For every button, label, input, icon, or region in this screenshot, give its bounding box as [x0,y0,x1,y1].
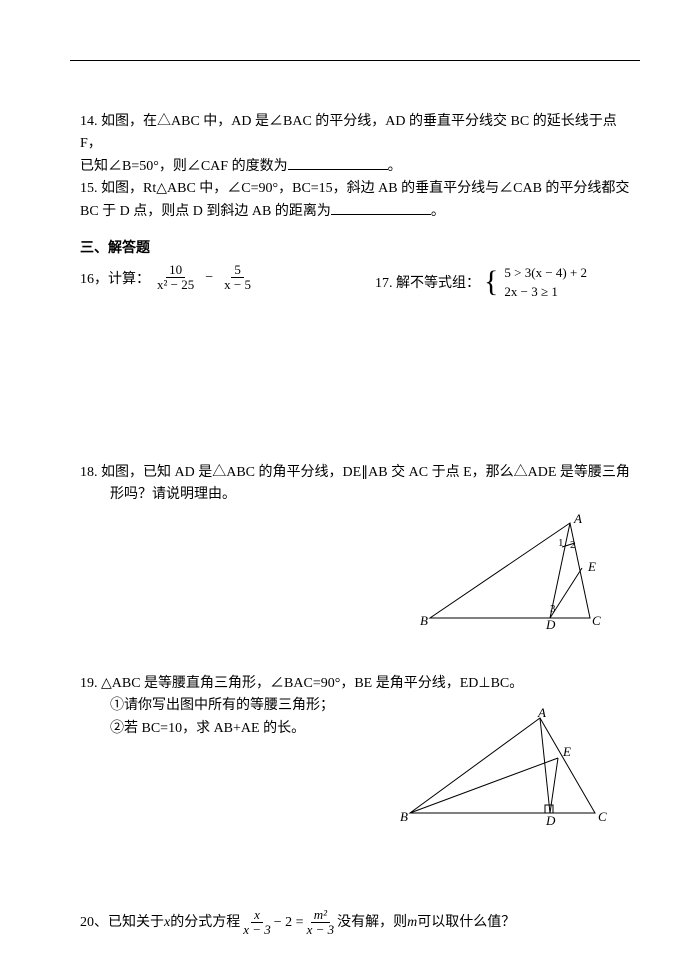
q19-D: D [545,813,556,828]
q15-l2b: 。 [431,204,445,219]
spacer1 [80,302,630,462]
q18-line1: 18. 如图，已知 AD 是△ABC 的角平分线，DE∥AB 交 AC 于点 E… [80,462,630,484]
q18-A: A [573,513,582,526]
q18-3: 3 [550,603,556,615]
q14-blank [288,156,388,170]
q19-svg: A B C D E [390,708,610,828]
q18: 18. 如图，已知 AD 是△ABC 的角平分线，DE∥AB 交 AC 于点 E… [80,462,630,633]
q20-frac2: m² x − 3 [304,908,338,938]
q16-frac1: 10 x² − 25 [154,263,197,293]
q18-E: E [587,559,596,574]
q16-den2: x − 5 [221,278,254,292]
q18-B: B [420,613,428,628]
spacer3 [80,828,630,908]
q17-brace: { [484,267,498,297]
q14-line1: 14. 如图，在△ABC 中，AD 是∠BAC 的平分线，AD 的垂直平分线交 … [80,111,630,156]
q15-l2a: BC 于 D 点，则点 D 到斜边 AB 的距离为 [80,204,331,219]
q16-frac2: 5 x − 5 [221,263,254,293]
q17-system: 5 > 3(x − 4) + 2 2x − 3 ≥ 1 [504,263,587,302]
spacer2 [80,633,630,673]
q18-1: 1 [558,537,564,549]
q20-fd1: x − 3 [240,923,274,937]
q20-fd2: x − 3 [304,923,338,937]
q18-svg: A B C D E 1 2 3 [410,513,610,633]
q19-B: B [400,809,408,824]
q20-m2: − 2 = [274,912,304,934]
q16-den1: x² − 25 [154,278,197,292]
q18-2: 2 [570,539,576,551]
q14-line2: 已知∠B=50°，则∠CAF 的度数为 。 [80,156,630,178]
q20-mid2: 没有解，则 [337,912,407,934]
q17: 17. 解不等式组： { 5 > 3(x − 4) + 2 2x − 3 ≥ 1 [375,263,630,302]
q16-num2: 5 [231,263,244,278]
q20-mid1: 的分式方程 [170,912,240,934]
q19: 19. △ABC 是等腰直角三角形，∠BAC=90°，BE 是角平分线，ED⊥B… [80,673,630,828]
q16-label: 16，计算： [80,268,150,288]
q18-line2: 形吗？请说明理由。 [80,484,630,506]
q16-q17-row: 16，计算： 10 x² − 25 − 5 x − 5 17. 解不等式组： {… [80,263,630,302]
q20-fn1: x [251,908,263,923]
q20: 20、已知关于 x 的分式方程 x x − 3 − 2 = m² x − 3 没… [80,908,630,938]
q15-line2: BC 于 D 点，则点 D 到斜边 AB 的距离为 。 [80,201,630,223]
q19-C: C [598,809,607,824]
q18-D: D [545,617,556,632]
q20-frac1: x x − 3 [240,908,274,938]
section-3-title: 三、解答题 [80,237,630,257]
q16: 16，计算： 10 x² − 25 − 5 x − 5 [80,263,335,293]
q16-minus: − [205,270,213,286]
q17-label: 17. 解不等式组： [375,272,480,292]
q19-E: E [562,744,571,759]
q19-line1: 19. △ABC 是等腰直角三角形，∠BAC=90°，BE 是角平分线，ED⊥B… [80,673,630,695]
q20-post: 可以取什么值？ [417,912,515,934]
top-rule [70,60,640,61]
q20-m: m [407,912,417,934]
q15-line1: 15. 如图，Rt△ABC 中，∠C=90°，BC=15，斜边 AB 的垂直平分… [80,178,630,200]
q20-pre: 20、已知关于 [80,912,164,934]
q14-l2a: 已知∠B=50°，则∠CAF 的度数为 [80,159,288,174]
q14-l2b: 。 [388,159,402,174]
q16-num1: 10 [166,263,185,278]
q17-row1: 5 > 3(x − 4) + 2 [504,263,587,283]
q19-A: A [537,708,546,720]
q18-figure: A B C D E 1 2 3 [80,513,630,633]
q20-fn2: m² [311,908,330,923]
q18-C: C [592,613,601,628]
q17-row2: 2x − 3 ≥ 1 [504,282,587,302]
q15-blank [331,201,431,215]
